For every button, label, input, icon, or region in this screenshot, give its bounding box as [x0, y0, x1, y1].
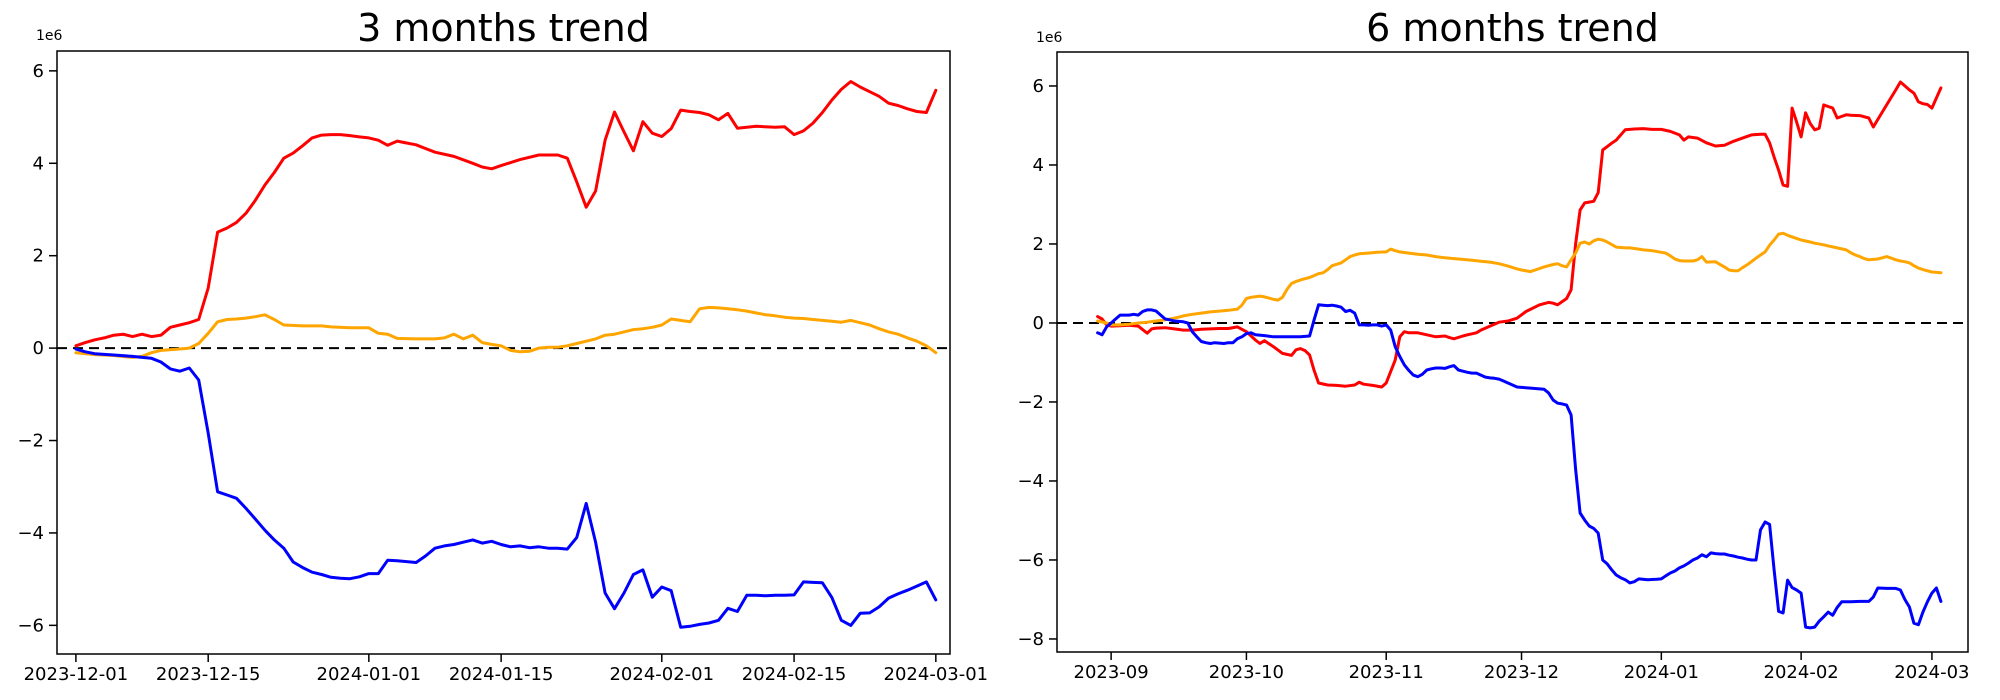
y-tick-label-6m: 6 — [1033, 76, 1044, 97]
x-tick-label-6m: 2023-09 — [1074, 662, 1149, 683]
x-tick-label-6m: 2024-02 — [1764, 662, 1839, 683]
y-tick-label-6m: 2 — [1033, 234, 1044, 255]
plot-border-6m — [1056, 51, 1969, 653]
y-tick-label-3m: 0 — [33, 338, 44, 359]
series-orange-line-6m — [1096, 231, 1943, 327]
x-tick-label-3m: 2023-12-01 — [24, 664, 129, 685]
y-tick-label-3m: 4 — [33, 153, 44, 174]
y-tick-label-3m: −6 — [17, 615, 44, 636]
x-tick-label-6m: 2024-01 — [1624, 662, 1699, 683]
series-red-line-3m — [74, 80, 938, 348]
y-tick-label-3m: 2 — [33, 246, 44, 267]
x-tick-label-6m: 2024-03 — [1894, 662, 1969, 683]
x-tick-label-3m: 2024-02-15 — [742, 664, 847, 685]
y-tick-label-3m: 6 — [33, 61, 44, 82]
y-tick-label-6m: −2 — [1017, 392, 1044, 413]
series-red-line-6m — [1096, 80, 1943, 389]
y-tick-label-3m: −4 — [17, 523, 44, 544]
y-tick-label-3m: −2 — [17, 431, 44, 452]
x-tick-label-6m: 2023-11 — [1349, 662, 1424, 683]
x-tick-label-6m: 2023-10 — [1209, 662, 1284, 683]
chart-title-6-months: 6 months trend — [1366, 6, 1659, 50]
y-tick-label-6m: 4 — [1033, 155, 1044, 176]
chart-title-3-months: 3 months trend — [357, 6, 650, 50]
plot-border-3m — [56, 50, 951, 655]
x-tick-label-3m: 2024-03-01 — [884, 664, 989, 685]
x-tick-label-3m: 2023-12-15 — [156, 664, 261, 685]
x-tick-label-3m: 2024-02-01 — [609, 664, 714, 685]
x-tick-label-3m: 2024-01-01 — [317, 664, 422, 685]
y-axis-offset-label-3-months: 1e6 — [36, 28, 63, 44]
series-orange-line-3m — [74, 305, 938, 359]
y-tick-label-6m: −6 — [1017, 550, 1044, 571]
y-tick-label-6m: −8 — [1017, 629, 1044, 650]
y-axis-offset-label-6-months: 1e6 — [1036, 30, 1063, 46]
x-tick-label-6m: 2023-12 — [1484, 662, 1559, 683]
x-tick-label-3m: 2024-01-15 — [449, 664, 554, 685]
y-tick-label-6m: 0 — [1033, 313, 1044, 334]
series-blue-line-3m — [74, 347, 938, 629]
y-tick-label-6m: −4 — [1017, 471, 1044, 492]
series-blue-line-6m — [1096, 303, 1943, 630]
